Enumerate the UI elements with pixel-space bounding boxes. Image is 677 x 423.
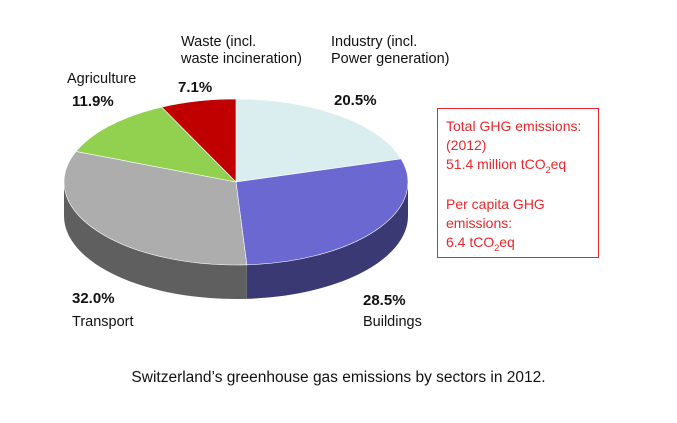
total-emissions-year: (2012) <box>446 137 487 153</box>
buildings-label: Buildings <box>363 314 422 330</box>
pie-slice-transport <box>63 151 248 266</box>
industry-value-label: 20.5% <box>334 92 377 109</box>
waste-value-label: 7.1% <box>178 79 213 96</box>
pie-slices <box>63 98 409 266</box>
buildings-value-label: 28.5% <box>363 292 406 309</box>
chart-caption: Switzerland’s greenhouse gas emissions b… <box>131 369 546 386</box>
agriculture-value-label: 11.9% <box>72 93 114 110</box>
pie-slice-agriculture <box>75 106 237 183</box>
pie-slice-buildings <box>235 158 409 266</box>
pie-side-buildings <box>246 182 408 299</box>
pie-slice-industry <box>235 98 402 183</box>
pie-side-transport <box>64 182 247 299</box>
total-emissions-label: Total GHG emissions: <box>446 118 582 134</box>
per-capita-label: Per capita GHG <box>446 195 545 212</box>
agriculture-label: Agriculture <box>67 71 137 87</box>
transport-value-label: 32.0% <box>72 290 115 307</box>
per-capita-value: 6.4 tCO2eq <box>446 233 515 253</box>
transport-label: Transport <box>72 314 134 330</box>
pie-3d-sides <box>64 182 408 299</box>
pie-slice-waste <box>161 98 237 183</box>
waste-label: Waste (incl. waste incineration) <box>181 34 302 67</box>
industry-label: Industry (incl. Power generation) <box>331 34 450 67</box>
emissions-info-box: Total GHG emissions: (2012) 51.4 million… <box>437 108 599 258</box>
per-capita-label-2: emissions: <box>446 214 513 231</box>
total-emissions-value: 51.4 million tCO2eq <box>446 156 567 175</box>
